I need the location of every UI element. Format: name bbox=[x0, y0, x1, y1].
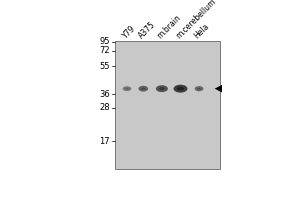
Text: 28: 28 bbox=[99, 103, 110, 112]
Ellipse shape bbox=[141, 87, 146, 90]
Polygon shape bbox=[215, 85, 222, 92]
Ellipse shape bbox=[123, 86, 131, 91]
Text: Y79: Y79 bbox=[121, 24, 137, 40]
Text: 55: 55 bbox=[99, 62, 110, 71]
Ellipse shape bbox=[177, 87, 184, 90]
Ellipse shape bbox=[195, 86, 203, 91]
Text: A375: A375 bbox=[137, 20, 157, 40]
Text: 95: 95 bbox=[99, 37, 110, 46]
Ellipse shape bbox=[156, 85, 168, 92]
Ellipse shape bbox=[173, 85, 188, 93]
Ellipse shape bbox=[159, 87, 165, 90]
Text: 36: 36 bbox=[99, 90, 110, 99]
Ellipse shape bbox=[197, 88, 201, 90]
Bar bbox=[115, 41, 220, 169]
Text: Hela: Hela bbox=[193, 22, 211, 40]
Text: 72: 72 bbox=[99, 46, 110, 55]
Text: m.cerebellum: m.cerebellum bbox=[174, 0, 218, 40]
Text: 17: 17 bbox=[99, 137, 110, 146]
Ellipse shape bbox=[125, 88, 129, 90]
Text: m.brain: m.brain bbox=[155, 13, 183, 40]
Ellipse shape bbox=[138, 86, 148, 92]
